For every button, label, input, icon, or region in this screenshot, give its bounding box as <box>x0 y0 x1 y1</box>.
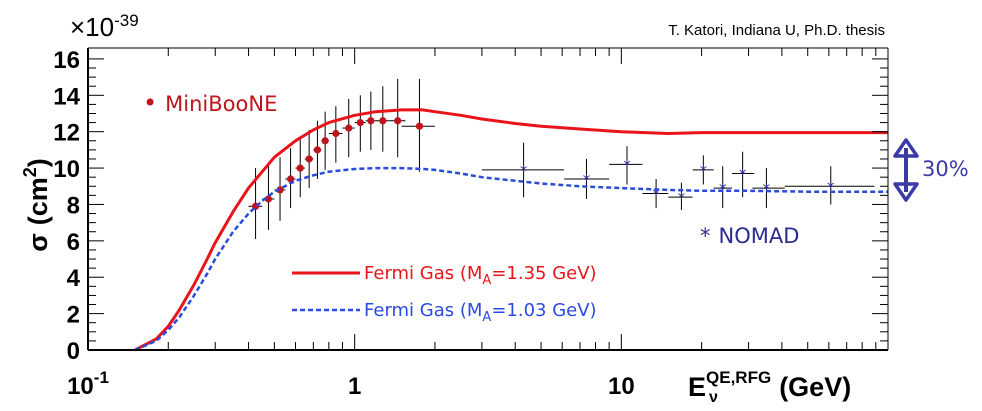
data-point-nomad: * <box>583 171 591 189</box>
data-point-nomad: * <box>719 180 727 198</box>
gap-arrow-head-up <box>893 138 919 158</box>
data-point-miniboone <box>332 129 340 138</box>
miniboone-label: • MiniBooNE <box>143 89 277 117</box>
data-point-miniboone <box>286 175 295 183</box>
y-exponent-base: ×10 <box>70 12 114 42</box>
legend-label-fermi-135: Fermi Gas (MA=1.35 GeV) <box>364 263 597 288</box>
x-tick-label-exp: -1 <box>94 368 109 387</box>
y-axis-symbol: σ <box>23 233 53 251</box>
y-tick-label: 16 <box>53 47 80 74</box>
nomad-label-marker: * <box>700 224 711 248</box>
x-tick-label: 10-1 <box>67 368 109 400</box>
gap-arrow-head-down <box>893 182 919 202</box>
data-point-miniboone <box>415 122 424 130</box>
x-axis-superscript: QE,RFG <box>706 368 771 387</box>
data-point-miniboone <box>367 117 375 125</box>
y-tick-label: 0 <box>67 338 80 365</box>
series-line-fermi-gas-m-a-1-35-gev <box>134 108 888 352</box>
y-tick-label: 8 <box>67 192 80 219</box>
data-point-miniboone <box>345 124 353 132</box>
y-tick-label: 12 <box>53 120 80 147</box>
y-axis-unit-close: ) <box>23 158 53 167</box>
y-tick-label: 2 <box>67 302 80 329</box>
x-axis-symbol: E <box>688 372 706 402</box>
data-point-miniboone <box>394 117 402 125</box>
legend-label-fermi-103-rest: =1.03 GeV) <box>491 300 596 321</box>
legend-label-fermi-135-sub: A <box>482 273 491 288</box>
y-axis-unit-exp: 2 <box>20 167 40 177</box>
data-point-miniboone <box>296 164 304 172</box>
y-tick-label: 6 <box>67 229 80 256</box>
y-axis-unit-open: (cm <box>23 177 53 225</box>
y-tick-label: 10 <box>53 156 80 183</box>
plot-area: * * * * * * * * * * <box>134 78 888 352</box>
nomad-label-text: NOMAD <box>719 224 800 248</box>
legend: Fermi Gas (MA=1.35 GeV) Fermi Gas (MA=1.… <box>292 263 597 325</box>
data-point-miniboone <box>321 137 329 145</box>
y-axis-title: σ (cm2) <box>20 158 53 252</box>
x-tick-label: 10 <box>608 373 635 400</box>
data-point-nomad: * <box>700 162 708 180</box>
legend-label-fermi-135-main: Fermi Gas (M <box>364 263 482 284</box>
x-axis-title: EQE,RFG (GeV) <box>688 368 851 402</box>
y-exponent-label: ×10-39 <box>70 11 139 42</box>
gap-label: 30% <box>922 157 969 181</box>
y-tick-label: 14 <box>53 83 80 110</box>
legend-label-fermi-103-sub: A <box>482 310 491 325</box>
data-point-miniboone <box>305 155 313 163</box>
data-point-nomad: * <box>739 166 747 184</box>
x-tick-label: 1 <box>348 373 361 400</box>
x-tick-label-base: 1 <box>348 373 361 400</box>
miniboone-label-marker: • <box>143 89 157 117</box>
x-tick-label-base: 10 <box>608 373 635 400</box>
nomad-label: * NOMAD <box>700 224 799 248</box>
x-axis-subscript: ν <box>709 389 718 406</box>
legend-label-fermi-103-main: Fermi Gas (M <box>364 300 482 321</box>
data-point-nomad: * <box>827 178 835 196</box>
y-tick-label: 4 <box>67 265 81 292</box>
data-point-nomad: * <box>763 180 771 198</box>
data-point-miniboone <box>356 118 364 127</box>
series-line-fermi-gas-m-a-1-03-gev <box>134 166 888 352</box>
miniboone-label-text: MiniBooNE <box>165 92 277 116</box>
data-point-miniboone <box>313 146 322 154</box>
data-point-nomad: * <box>623 156 631 174</box>
x-tick-label-base: 10 <box>67 373 94 400</box>
credit-text: T. Katori, Indiana U, Ph.D. thesis <box>668 22 885 39</box>
gap-arrow <box>893 138 919 202</box>
data-point-nomad: * <box>520 162 528 180</box>
legend-label-fermi-135-rest: =1.35 GeV) <box>491 263 596 284</box>
data-point-nomad: * <box>652 186 660 204</box>
y-exponent-power: -39 <box>114 11 139 30</box>
data-point-miniboone <box>264 195 273 203</box>
data-point-miniboone <box>379 117 387 125</box>
data-point-nomad: * <box>678 189 686 207</box>
legend-label-fermi-103: Fermi Gas (MA=1.03 GeV) <box>364 300 597 325</box>
x-axis-unit: (GeV) <box>779 372 851 402</box>
